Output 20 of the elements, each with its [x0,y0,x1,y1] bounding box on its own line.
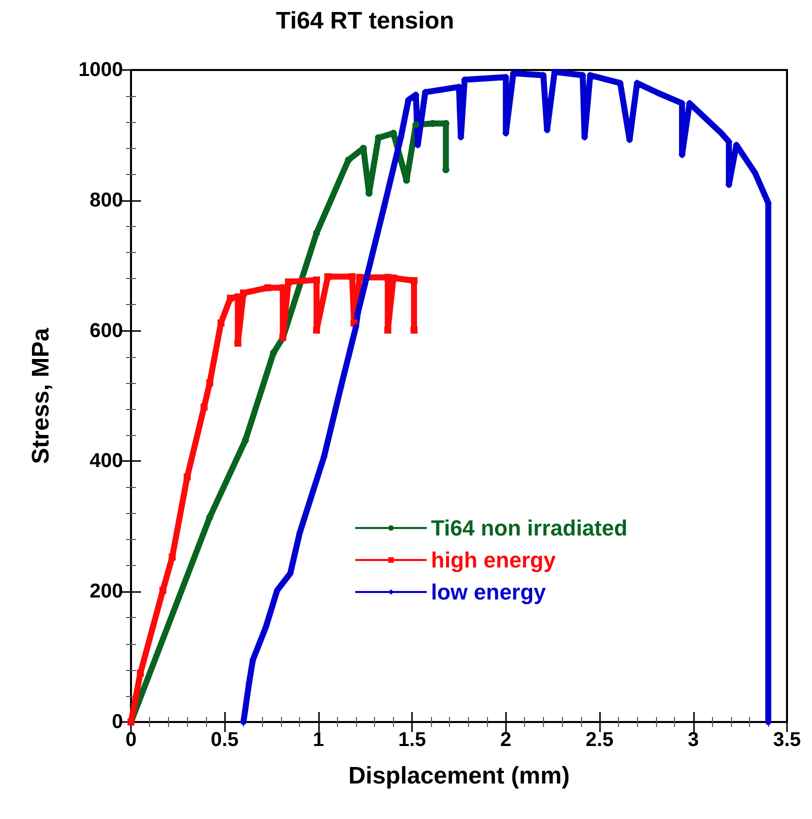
y-tick-label: 0 [112,711,123,733]
y-tick-label: 800 [90,189,123,212]
chart-title: Ti64 RT tension [276,8,454,34]
y-tick-label: 200 [90,580,123,603]
x-tick-label: 3 [688,729,699,751]
x-tick-label: 2.5 [586,729,614,751]
y-tick-label: 400 [90,450,123,472]
x-tick-label: 0 [125,729,137,751]
x-tick-label: 0.5 [210,729,239,751]
y-tick-label: 600 [90,320,123,342]
legend-label: Ti64 non irradiated [431,516,628,540]
x-axis-title: Displacement (mm) [348,762,570,790]
x-tick-label: 2 [500,729,512,751]
y-tick-label: 1000 [78,59,123,81]
x-tick-label: 3.5 [773,729,801,751]
x-tick-label: 1.5 [398,729,426,751]
legend-label: low energy [431,580,547,604]
legend-label: high energy [431,548,556,572]
y-axis-title: Stress, MPa [28,327,54,464]
x-tick-label: 1 [312,729,324,751]
